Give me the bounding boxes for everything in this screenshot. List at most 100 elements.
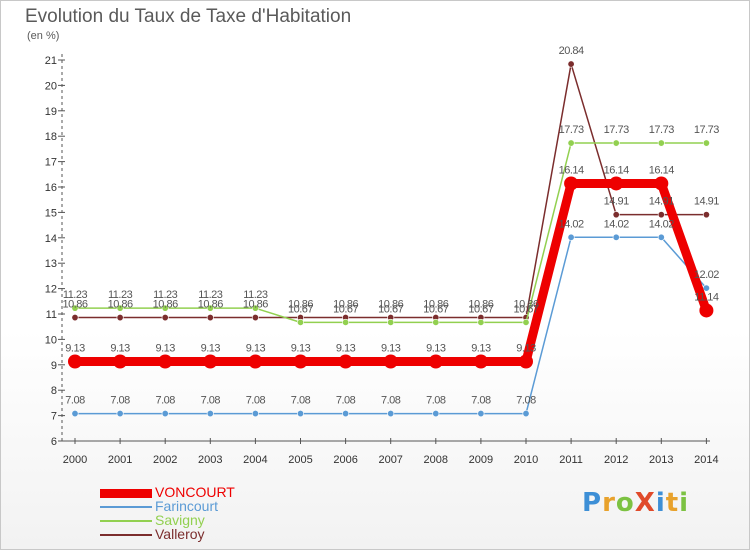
legend-item: Valleroy (100, 526, 350, 542)
data-label: 10.67 (423, 303, 448, 315)
data-point (387, 410, 395, 418)
data-point (477, 318, 485, 326)
data-point (522, 318, 530, 326)
data-point (432, 410, 440, 418)
data-point (383, 354, 398, 369)
data-point (612, 233, 620, 241)
data-label: 14.91 (649, 196, 674, 208)
y-tick-label: 8 (51, 385, 57, 397)
data-label: 20.84 (559, 45, 584, 57)
data-point (702, 139, 710, 147)
data-label: 7.08 (426, 395, 446, 407)
data-label: 10.86 (288, 299, 313, 311)
legend-swatch (100, 506, 152, 508)
data-label: 14.02 (649, 218, 674, 230)
x-tick-label: 2014 (694, 454, 718, 466)
data-label: 10.67 (468, 303, 493, 315)
data-label: 10.67 (513, 303, 538, 315)
data-point (654, 176, 669, 191)
legend-swatch (100, 489, 152, 498)
data-point (522, 410, 530, 418)
data-point (248, 354, 263, 369)
data-label: 10.86 (333, 299, 358, 311)
data-label: 17.73 (559, 124, 584, 136)
data-point (161, 410, 169, 418)
data-point (702, 284, 710, 292)
y-tick-label: 7 (51, 411, 57, 423)
data-point (387, 318, 395, 326)
data-label: 7.08 (471, 395, 491, 407)
x-tick-label: 2008 (424, 454, 448, 466)
chart-title: Evolution du Taux de Taxe d'Habitation (25, 6, 352, 27)
x-tick-label: 2013 (649, 454, 673, 466)
data-label: 9.13 (155, 342, 175, 354)
data-point (612, 211, 620, 219)
x-tick-label: 2009 (469, 454, 493, 466)
logo-letter: i (655, 488, 666, 518)
legend-swatch (100, 520, 152, 522)
x-tick-label: 2003 (198, 454, 222, 466)
data-point (702, 211, 710, 219)
y-tick-label: 21 (45, 55, 57, 67)
data-point (71, 304, 79, 312)
data-point (161, 304, 169, 312)
y-tick-label: 15 (45, 207, 57, 219)
data-label: 11.23 (108, 289, 133, 301)
y-tick-label: 13 (45, 258, 57, 270)
data-point (564, 176, 579, 191)
data-label: 12.02 (694, 269, 719, 281)
data-point (612, 139, 620, 147)
data-label: 11.23 (198, 289, 223, 301)
data-label: 10.86 (378, 299, 403, 311)
y-tick-label: 19 (45, 106, 57, 118)
data-point (296, 410, 304, 418)
data-label: 11.23 (153, 289, 178, 301)
legend-label: Valleroy (155, 526, 205, 542)
data-label: 7.08 (291, 395, 311, 407)
data-point (609, 176, 624, 191)
data-point (116, 314, 124, 322)
data-label: 7.08 (201, 395, 221, 407)
data-label: 9.13 (110, 342, 130, 354)
data-point (251, 314, 259, 322)
x-tick-label: 2001 (108, 454, 132, 466)
data-point (428, 354, 443, 369)
data-point (567, 233, 575, 241)
y-tick-label: 14 (45, 233, 57, 245)
logo-letter: r (602, 488, 616, 518)
legend-item: Farincourt (100, 498, 350, 514)
data-label: 7.08 (65, 395, 85, 407)
chart-subtitle: (en %) (27, 30, 60, 42)
data-point (161, 314, 169, 322)
chart-legend: VONCOURT Farincourt Savigny Valleroy (100, 484, 350, 542)
data-point (432, 318, 440, 326)
data-point (342, 410, 350, 418)
data-label: 11.14 (694, 291, 719, 303)
data-label: 7.08 (110, 395, 130, 407)
data-label: 16.14 (559, 164, 584, 176)
data-label: 10.86 (423, 299, 448, 311)
y-tick-label: 18 (45, 131, 57, 143)
data-point (71, 314, 79, 322)
x-tick-label: 2012 (604, 454, 628, 466)
data-label: 7.08 (246, 395, 266, 407)
x-tick-label: 2006 (333, 454, 357, 466)
data-point (699, 303, 714, 318)
x-tick-label: 2005 (288, 454, 312, 466)
y-tick-label: 16 (45, 182, 57, 194)
data-label: 9.13 (336, 342, 356, 354)
x-tick-label: 2007 (378, 454, 402, 466)
logo-letter: o (615, 488, 635, 518)
data-point (203, 354, 218, 369)
logo-letter: t (665, 488, 680, 518)
data-label: 10.86 (513, 299, 538, 311)
x-tick-label: 2011 (559, 454, 583, 466)
data-label: 7.08 (381, 395, 401, 407)
data-point (116, 410, 124, 418)
data-label: 11.23 (243, 289, 268, 301)
data-label: 16.14 (649, 164, 674, 176)
data-point (473, 354, 488, 369)
data-point (158, 354, 173, 369)
data-label: 17.73 (694, 124, 719, 136)
